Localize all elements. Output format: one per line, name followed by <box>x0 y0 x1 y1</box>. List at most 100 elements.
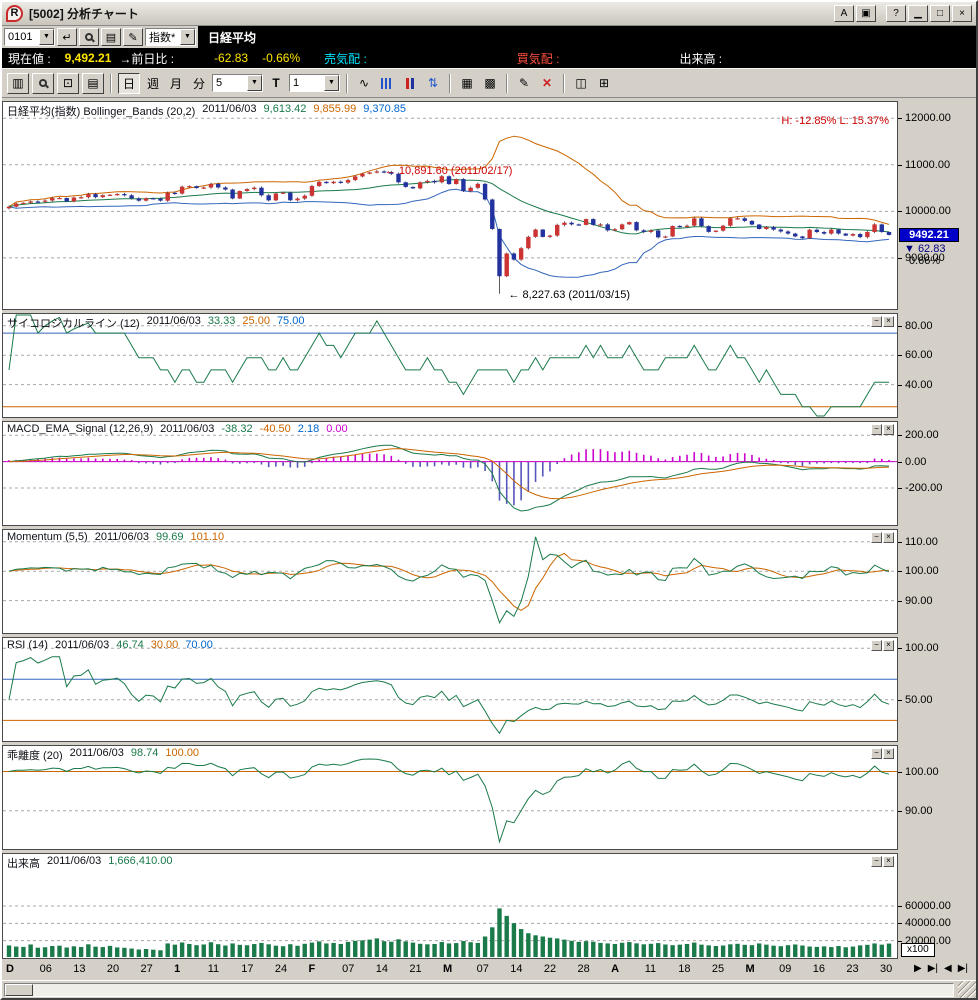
help-button[interactable]: ? <box>886 5 906 22</box>
edit-button[interactable]: ✎ <box>123 28 143 46</box>
line-chart-button[interactable]: ∿ <box>354 73 374 94</box>
minimize-button[interactable]: ▁ <box>908 5 928 22</box>
chart-code-combo[interactable]: 0101 ▼ <box>4 28 55 46</box>
axis-label: 60.00 <box>905 349 933 362</box>
separator <box>110 73 112 93</box>
axis-tick <box>898 541 902 543</box>
chevron-down-icon[interactable]: ▼ <box>180 29 195 45</box>
axis-tick <box>898 118 902 120</box>
panel-minimize-button[interactable]: − <box>871 424 882 435</box>
volume-plot[interactable] <box>3 854 897 958</box>
chevron-down-icon[interactable]: ▼ <box>324 75 339 91</box>
scrollbar-track[interactable] <box>4 982 954 997</box>
axis-tick <box>898 435 902 437</box>
time-axis-label: 11 <box>207 963 220 975</box>
time-axis-label: 18 <box>678 963 691 975</box>
index-type-combo[interactable]: 指数* ▼ <box>145 28 196 46</box>
axis-label: 50.00 <box>905 693 933 706</box>
period-minute-button[interactable]: 分 <box>189 73 209 94</box>
period-daily-button[interactable]: 日 <box>118 72 140 94</box>
period-weekly-button[interactable]: 週 <box>143 73 163 94</box>
separator <box>563 73 565 93</box>
scroll-left-icon[interactable]: ◀ <box>944 963 952 974</box>
minute-interval-combo[interactable]: 5 ▼ <box>212 74 263 92</box>
momentum-plot[interactable] <box>3 530 897 633</box>
clear-drawings-button[interactable]: ✕ <box>537 73 557 94</box>
grid-button[interactable]: ▦ <box>457 73 477 94</box>
layout-button[interactable]: ▣ <box>856 5 876 22</box>
axis-label: 100.00 <box>905 565 939 578</box>
annotation-mode-button[interactable]: A <box>834 5 854 22</box>
note-icon: ▤ <box>105 31 117 44</box>
split-window-button[interactable]: ◫ <box>571 73 591 94</box>
time-axis-label: M <box>443 963 453 975</box>
scroll-latest-icon[interactable]: ▶| <box>957 963 968 974</box>
separator <box>506 73 508 93</box>
zoom-button[interactable] <box>32 72 54 94</box>
current-price-tag: 9492.21 ▼ 62.83 0.66% <box>899 227 959 267</box>
time-axis-label: 24 <box>274 963 288 975</box>
draw-tool-button[interactable]: ✎ <box>514 73 534 94</box>
rsi-plot[interactable] <box>3 638 897 741</box>
panel-minimize-button[interactable]: − <box>871 748 882 759</box>
symbol-search-button[interactable] <box>79 28 99 46</box>
deviation-plot[interactable] <box>3 746 897 849</box>
close-button[interactable]: × <box>952 5 972 22</box>
panel-minimize-button[interactable]: − <box>871 532 882 543</box>
tab-nikkei-average[interactable]: 日経平均 <box>208 30 257 45</box>
chart-code-value: 0101 <box>8 31 33 43</box>
chart-zoom-button[interactable]: ▥ <box>7 72 29 94</box>
candlestick-button[interactable] <box>400 73 420 94</box>
panel-window-buttons: − × <box>871 748 894 759</box>
scroll-right-icon[interactable]: ▶ <box>914 963 922 974</box>
psychological-plot[interactable] <box>3 314 897 417</box>
period-monthly-button[interactable]: 月 <box>166 73 186 94</box>
chevron-down-icon[interactable]: ▼ <box>39 29 54 45</box>
tick-count-value: 1 <box>293 77 300 89</box>
copy-icon: ⊡ <box>62 76 74 90</box>
axis-tick <box>898 600 902 602</box>
horizontal-scrollbar[interactable] <box>2 980 976 998</box>
panel-minimize-button[interactable]: − <box>871 640 882 651</box>
panel-close-button[interactable]: × <box>883 424 894 435</box>
panel-close-button[interactable]: × <box>883 532 894 543</box>
price-chart-plot[interactable]: ← 10,891.60 (2011/02/17) ← 8,227.63 (2011… <box>3 102 897 309</box>
scroll-end-icon[interactable]: ▶| <box>927 963 938 974</box>
panel-close-button[interactable]: × <box>883 748 894 759</box>
time-axis-label: 22 <box>543 963 557 975</box>
copy-chart-button[interactable]: ⊡ <box>57 72 79 94</box>
current-price-value: 9,492.21 <box>64 51 112 65</box>
maximize-button[interactable]: □ <box>930 5 950 22</box>
jump-button[interactable]: ↵ <box>57 28 77 46</box>
scrollbar-thumb[interactable] <box>5 983 33 996</box>
time-axis-nav: ▶ ▶| ◀ ▶| <box>914 963 968 974</box>
bar-chart-button[interactable] <box>377 73 397 94</box>
new-window-button[interactable]: ⊞ <box>594 73 614 94</box>
search-icon <box>85 33 93 41</box>
minute-interval-value: 5 <box>216 77 223 89</box>
panel-close-button[interactable]: × <box>883 856 894 867</box>
price-tag-percent: 0.66% <box>909 254 941 267</box>
tick-button[interactable]: T <box>266 73 286 94</box>
chevron-down-icon[interactable]: ▼ <box>247 75 262 91</box>
panel-minimize-button[interactable]: − <box>871 856 882 867</box>
app-logo-icon: R <box>6 5 23 22</box>
symbol-tabstrip: 日経平均 <box>198 26 976 48</box>
tick-count-combo[interactable]: 1 ▼ <box>289 74 340 92</box>
macd-plot[interactable] <box>3 422 897 525</box>
time-axis-label: 30 <box>880 963 893 975</box>
compare-button[interactable]: ⇅ <box>423 73 443 94</box>
axis-tick <box>898 488 902 490</box>
panel-close-button[interactable]: × <box>883 640 894 651</box>
panel-layout-button[interactable]: ▩ <box>480 73 500 94</box>
panel-minimize-button[interactable]: − <box>871 316 882 327</box>
print-button[interactable]: ▤ <box>82 72 104 94</box>
titlebar[interactable]: R [5002] 分析チャート A ▣ ? ▁ □ × <box>2 2 976 26</box>
memo-button[interactable]: ▤ <box>101 28 121 46</box>
titlebar-buttons: A ▣ ? ▁ □ × <box>834 5 972 22</box>
resize-grip[interactable] <box>958 981 976 998</box>
enter-icon: ↵ <box>62 31 72 44</box>
axis-tick <box>898 699 902 701</box>
time-axis-label: D <box>6 963 14 975</box>
panel-close-button[interactable]: × <box>883 316 894 327</box>
